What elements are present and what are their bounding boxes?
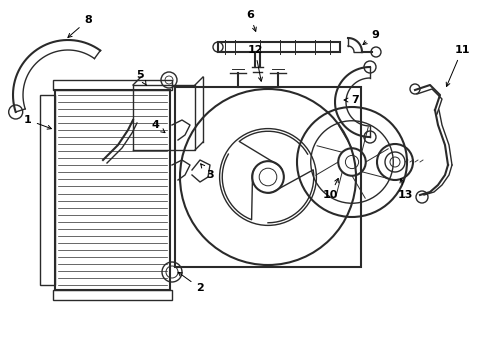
Bar — [55, 90, 170, 290]
Bar — [53, 80, 172, 90]
Text: 8: 8 — [68, 15, 92, 37]
Bar — [53, 290, 172, 300]
Text: 6: 6 — [246, 10, 256, 31]
Text: 3: 3 — [201, 164, 214, 180]
Text: 10: 10 — [322, 179, 338, 200]
Text: 11: 11 — [446, 45, 470, 86]
Bar — [218, 42, 340, 52]
Text: 5: 5 — [136, 70, 147, 85]
Text: 4: 4 — [151, 120, 165, 132]
Text: 1: 1 — [24, 115, 51, 129]
Bar — [40, 95, 55, 285]
Text: 2: 2 — [178, 272, 204, 293]
Text: 9: 9 — [363, 30, 379, 45]
Text: 12: 12 — [247, 45, 263, 81]
Text: 7: 7 — [344, 95, 359, 105]
Text: 13: 13 — [397, 179, 413, 200]
Bar — [175, 87, 361, 267]
